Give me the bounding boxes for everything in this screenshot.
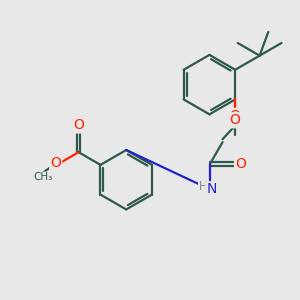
- Text: N: N: [206, 182, 217, 196]
- Text: H: H: [199, 180, 208, 193]
- Text: O: O: [50, 156, 61, 170]
- Text: O: O: [230, 113, 241, 127]
- Text: CH₃: CH₃: [33, 172, 52, 182]
- Text: O: O: [73, 118, 84, 133]
- Text: O: O: [230, 109, 241, 123]
- Text: O: O: [235, 157, 246, 171]
